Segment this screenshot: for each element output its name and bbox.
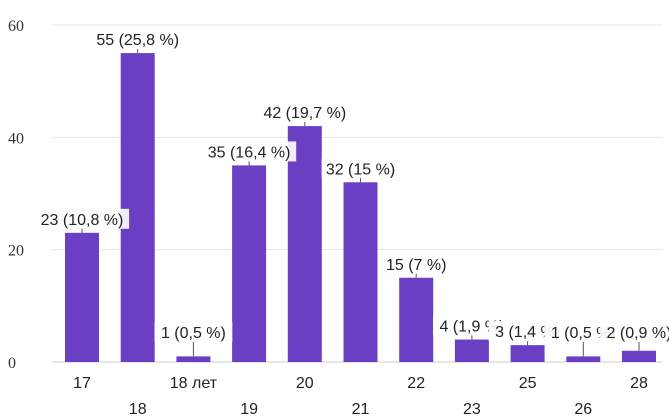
data-label: 2 (0,9 %) <box>607 325 669 342</box>
data-label: 42 (19,7 %) <box>263 105 346 122</box>
x-tick-label: 25 <box>519 375 537 392</box>
data-label: 1 (0,5 %) <box>161 325 226 342</box>
data-label-bg <box>34 208 130 229</box>
bars <box>65 53 656 362</box>
bar <box>399 277 434 362</box>
data-labels: 23 (10,8 %) 55 (25,8 %) 1 (0,5 %) 35 (16,4 … <box>34 29 669 357</box>
x-tick-label: 28 <box>630 375 648 392</box>
bar <box>510 345 545 362</box>
data-label-bg <box>154 322 233 342</box>
data-label: 15 (7 %) <box>386 257 446 274</box>
bar <box>454 339 489 362</box>
bar <box>287 126 322 362</box>
y-axis-ticks: 0 20 40 60 <box>8 18 24 372</box>
data-label-bg <box>202 141 297 162</box>
data-label: 23 (10,8 %) <box>41 212 124 229</box>
bar <box>566 356 601 362</box>
data-label: 35 (16,4 %) <box>208 144 291 161</box>
x-tick-label: 21 <box>352 401 370 418</box>
x-tick-label: 22 <box>407 375 425 392</box>
x-tick-label: 23 <box>463 401 481 418</box>
data-label-bg <box>90 29 185 50</box>
data-label: 4 (1,9 %) <box>439 319 504 336</box>
data-label: 32 (15 %) <box>326 161 395 178</box>
x-tick-label: 18 <box>129 401 147 418</box>
data-label: 55 (25,8 %) <box>96 32 179 49</box>
bar <box>232 165 267 362</box>
y-tick-label: 40 <box>8 130 24 147</box>
data-label-bg <box>600 322 669 342</box>
data-label-bg <box>257 102 352 123</box>
x-tick-label: 17 <box>73 375 91 392</box>
data-label-bg <box>321 158 400 179</box>
x-tick-label: 19 <box>240 401 258 418</box>
x-tick-label: 18 лет <box>170 375 218 392</box>
bar <box>176 356 211 362</box>
bar <box>120 53 155 362</box>
y-tick-label: 0 <box>8 355 16 372</box>
x-tick-label: 20 <box>296 375 314 392</box>
bar <box>622 350 656 362</box>
bar <box>65 232 99 362</box>
data-label-bg <box>381 253 451 274</box>
x-axis-ticks: 17 18 18 лет 19 20 21 22 23 25 26 28 <box>73 375 648 418</box>
x-tick-label: 26 <box>574 401 592 418</box>
y-tick-label: 60 <box>8 18 24 35</box>
bar <box>343 182 378 362</box>
data-label: 1 (0,5 %) <box>551 325 616 342</box>
y-tick-label: 20 <box>8 243 24 260</box>
data-label: 3 (1,4 %) <box>495 324 560 341</box>
